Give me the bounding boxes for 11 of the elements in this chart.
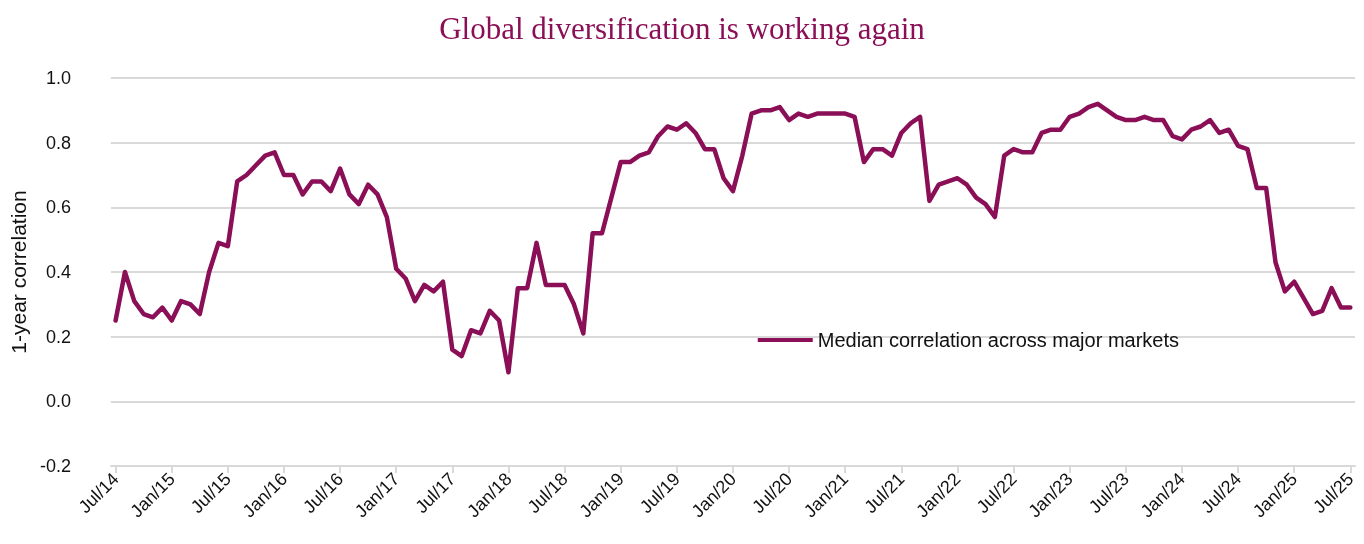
y-tick-label: -0.2 xyxy=(39,456,71,476)
y-tick-label: 0.4 xyxy=(45,262,71,282)
y-axis-title: 1-year correlation xyxy=(7,190,30,354)
y-tick-label: 1.0 xyxy=(45,68,71,88)
y-tick-label: 0.6 xyxy=(45,197,71,218)
legend-label: Median correlation across major markets xyxy=(817,329,1180,351)
chart-title: Global diversification is working again xyxy=(439,11,926,46)
y-tick-label: 0.2 xyxy=(45,326,71,347)
y-tick-label: 0.0 xyxy=(45,391,71,412)
y-tick-label: 0.8 xyxy=(45,132,71,153)
line-series xyxy=(113,101,1353,375)
